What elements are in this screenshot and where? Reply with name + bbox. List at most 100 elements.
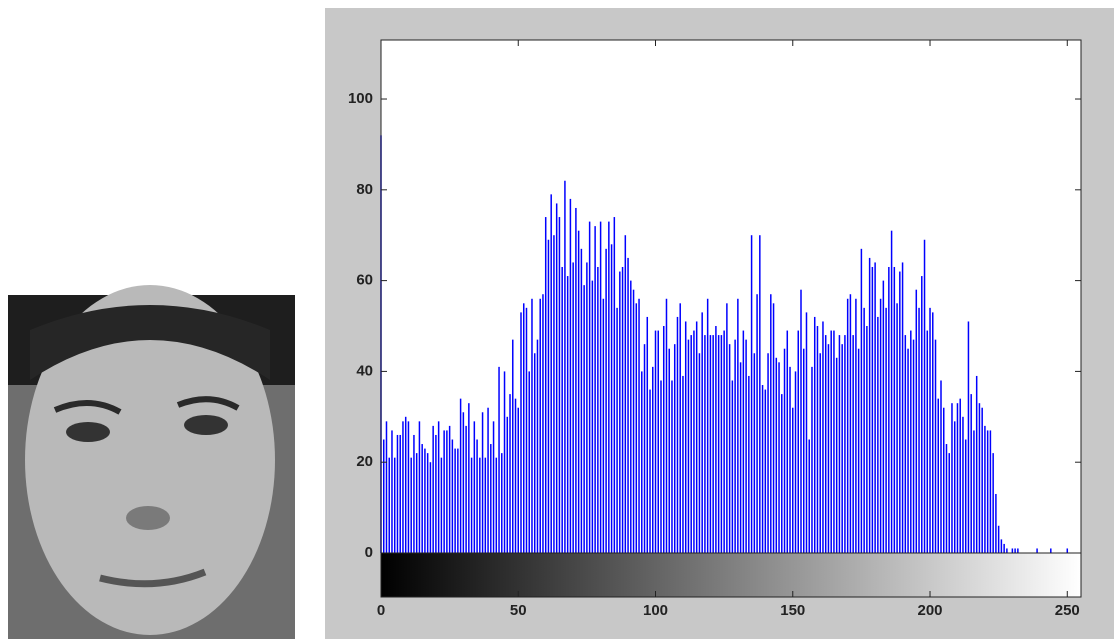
histogram-stem <box>509 394 511 553</box>
x-tick-label: 200 <box>918 602 943 619</box>
histogram-stem <box>544 217 547 553</box>
histogram-stem <box>569 198 572 553</box>
face-photo <box>8 285 295 639</box>
histogram-stem <box>934 339 937 553</box>
histogram-stem <box>473 421 476 553</box>
histogram-stem <box>388 457 390 553</box>
histogram-stem <box>649 389 651 553</box>
histogram-stem <box>948 453 950 553</box>
x-tick-label: 250 <box>1055 602 1080 619</box>
histogram-stem <box>572 262 574 553</box>
histogram-stem <box>671 380 673 553</box>
histogram-stem <box>610 244 613 553</box>
histogram-stem <box>399 434 401 553</box>
y-tick-label: 0 <box>365 544 373 561</box>
histogram-stem <box>418 421 421 553</box>
y-tick-label: 40 <box>356 362 373 379</box>
histogram-stem <box>413 434 415 553</box>
histogram-stem <box>682 375 684 553</box>
histogram-stem <box>605 248 607 554</box>
histogram-stem <box>786 330 789 553</box>
histogram-stem <box>684 321 687 553</box>
histogram-stem <box>822 321 824 553</box>
histogram-stem <box>591 280 594 553</box>
y-tick-label: 20 <box>356 453 373 470</box>
histogram-stem <box>953 421 956 553</box>
histogram-stem <box>462 412 465 553</box>
histogram-stem <box>415 453 418 553</box>
histogram-stem <box>775 357 778 553</box>
histogram-stem <box>599 221 602 553</box>
y-tick-label: 80 <box>356 181 373 198</box>
x-tick-label: 100 <box>643 602 668 619</box>
histogram-stem <box>802 348 805 553</box>
histogram-stem <box>608 221 610 553</box>
histogram-stem <box>393 457 396 553</box>
histogram-stem <box>750 235 753 553</box>
histogram-stem <box>761 385 764 553</box>
histogram-stem <box>443 430 445 553</box>
histogram-stem <box>932 312 934 553</box>
histogram-stem <box>717 335 720 553</box>
histogram-stem <box>641 371 643 553</box>
histogram-stem <box>547 239 550 554</box>
histogram-stem <box>778 362 780 553</box>
histogram-stem <box>868 257 871 553</box>
histogram-stem <box>893 266 896 553</box>
histogram-stem <box>723 330 725 553</box>
histogram-stem <box>984 425 986 553</box>
histogram-stem <box>613 217 616 553</box>
histogram-stem <box>923 239 926 554</box>
histogram-stem <box>662 326 665 553</box>
histogram-stem <box>816 326 819 553</box>
histogram-stem <box>748 375 750 553</box>
histogram-stem <box>819 353 821 553</box>
histogram-stem <box>846 298 849 553</box>
histogram-stem <box>921 276 923 553</box>
histogram-stem <box>654 330 657 553</box>
histogram-stem <box>1003 543 1005 553</box>
axes-background <box>381 40 1081 597</box>
histogram-stem <box>558 217 561 553</box>
histogram-stem <box>912 339 915 553</box>
histogram-stem <box>660 380 662 553</box>
histogram-stem <box>915 289 918 553</box>
histogram-stem <box>772 303 775 553</box>
histogram-stem <box>632 289 635 553</box>
y-tick-label: 60 <box>356 272 373 289</box>
histogram-stem <box>440 457 443 553</box>
histogram-stem <box>764 389 767 553</box>
histogram-stem <box>992 453 994 553</box>
histogram-stem <box>940 380 942 553</box>
histogram-stem <box>811 366 813 553</box>
histogram-stem <box>910 330 912 553</box>
histogram-stem <box>695 321 698 553</box>
histogram-stem <box>808 439 810 553</box>
histogram-stem <box>690 335 692 553</box>
histogram-stem <box>512 339 514 553</box>
histogram-stem <box>503 371 506 553</box>
histogram-stem <box>962 416 964 553</box>
histogram-stem <box>429 462 432 553</box>
histogram-stem <box>575 207 577 553</box>
histogram-stem <box>728 344 731 553</box>
histogram-stem <box>465 425 467 553</box>
histogram-stem <box>646 316 649 553</box>
histogram-stem <box>550 194 552 553</box>
histogram-stem <box>577 230 580 554</box>
x-tick-label: 150 <box>780 602 805 619</box>
histogram-stem <box>459 398 462 553</box>
histogram-stem <box>492 421 495 553</box>
histogram-stem <box>542 294 544 553</box>
histogram-stem <box>385 421 388 553</box>
histogram-stem <box>720 335 723 553</box>
histogram-stem <box>975 375 978 553</box>
histogram-stem <box>701 312 703 553</box>
histogram-stem <box>781 394 783 553</box>
histogram-stem <box>857 348 860 553</box>
histogram-stem <box>964 439 967 553</box>
histogram-stem <box>1000 539 1003 553</box>
histogram-stem <box>731 380 734 553</box>
histogram-stem <box>874 262 876 553</box>
